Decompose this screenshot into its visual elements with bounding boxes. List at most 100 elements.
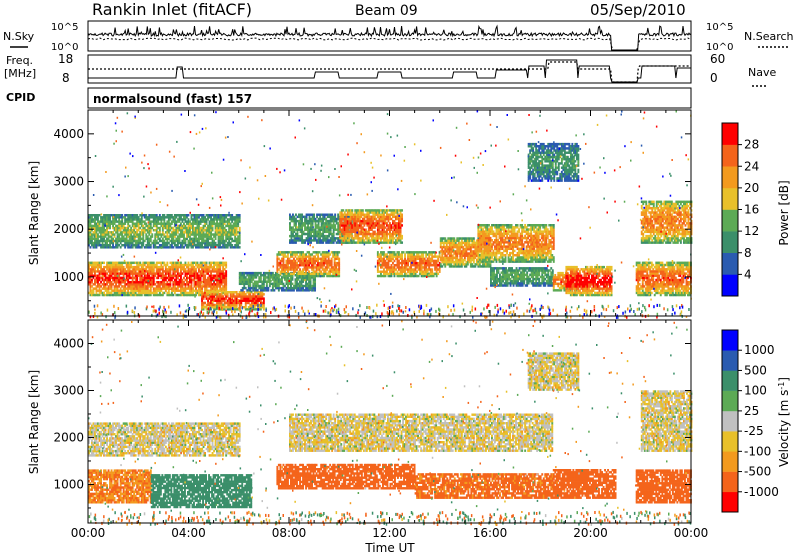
heatmap-cell [97,293,99,297]
heatmap-cell [94,263,96,267]
heatmap-cell [186,278,188,282]
heatmap-cell [170,265,173,269]
heatmap-cell [160,287,163,290]
heatmap-cell [164,231,167,234]
heatmap-cell [136,281,139,284]
heatmap-cell [109,241,112,245]
heatmap-cell [220,263,223,267]
heatmap-cell [131,272,134,275]
heatmap-cell [303,274,306,278]
heatmap-cell [151,233,154,236]
heatmap-cell [184,287,187,290]
heatmap-cell [145,274,148,277]
heatmap-cell [121,289,124,292]
heatmap-cell [216,272,219,275]
heatmap-cell [133,289,136,292]
heatmap-cell [148,285,151,288]
heatmap-cell [161,241,164,245]
heatmap-cell [148,293,151,297]
heatmap-cell [131,278,134,282]
heatmap-cell [88,261,90,265]
heatmap-cell [173,281,176,284]
heatmap-cell [173,244,176,247]
heatmap-cell [170,287,173,290]
heatmap-cell [158,281,161,284]
heatmap-cell [118,285,121,288]
heatmap-cell [145,244,148,247]
heatmap-cell [139,276,142,280]
heatmap-cell [157,293,160,297]
heatmap-cell [95,235,98,238]
heatmap-cell [181,220,184,223]
heatmap-cell [187,283,190,286]
heatmap-cell [176,241,179,245]
heatmap-cell [88,244,90,247]
heatmap-cell [407,264,410,267]
heatmap-cell [169,283,172,286]
heatmap-cell [97,233,99,236]
heatmap-cell [367,237,370,240]
heatmap-cell [172,276,175,280]
heatmap-cell [175,283,178,286]
heatmap-cell [121,222,124,225]
heatmap-cell [127,265,130,269]
heatmap-cell [134,218,137,221]
heatmap-cell [160,224,163,228]
heatmap-cell [208,276,211,280]
heatmap-cell [192,246,194,249]
heatmap-cell [296,268,298,271]
heatmap-cell [166,281,169,284]
heatmap-cell [95,289,98,292]
heatmap-cell [180,218,182,221]
nave-tick-top: 60 [710,52,725,66]
heatmap-cell [178,263,181,267]
heatmap-cell [155,233,158,236]
heatmap-cell [315,270,318,273]
heatmap-cell [151,291,154,295]
heatmap-cell [187,218,190,221]
heatmap-cell [130,289,133,292]
heatmap-cell [173,229,176,232]
heatmap-cell [89,287,92,290]
heatmap-cell [152,222,155,225]
heatmap-cell [88,239,90,243]
heatmap-cell [142,285,145,288]
heatmap-cell [149,220,152,223]
heatmap-cell [161,261,164,265]
heatmap-cell [98,235,101,238]
heatmap-cell [201,287,204,290]
heatmap-cell [92,263,95,267]
heatmap-cell [183,263,185,267]
heatmap-cell [195,272,197,275]
heatmap-cell [172,235,175,238]
heatmap-cell [104,265,107,269]
heatmap-cell [151,265,154,269]
heatmap-cell [378,211,381,214]
heatmap-cell [169,293,172,297]
heatmap-cell [158,226,161,230]
heatmap-cell [113,214,116,217]
heatmap-cell [98,272,101,275]
heatmap-cell [170,261,173,265]
heatmap-cell [217,289,220,292]
heatmap-cell [112,276,115,280]
heatmap-cell [401,257,404,261]
heatmap-cell [127,218,130,221]
heatmap-cell [349,232,352,236]
heatmap-cell [207,246,210,249]
heatmap-cell [166,244,169,247]
heatmap-cell [184,285,187,288]
heatmap-cell [151,270,154,273]
heatmap-cell [128,239,131,243]
heatmap-cell [383,228,385,231]
heatmap-cell [152,278,155,282]
heatmap-cell [184,268,187,271]
heatmap-cell [386,253,388,256]
heatmap-cell [134,289,137,292]
heatmap-cell [146,272,149,275]
heatmap-cell [124,214,127,217]
heatmap-cell [160,233,163,236]
heatmap-cell [113,270,116,273]
heatmap-cell [172,270,175,273]
heatmap-cell [193,293,196,297]
